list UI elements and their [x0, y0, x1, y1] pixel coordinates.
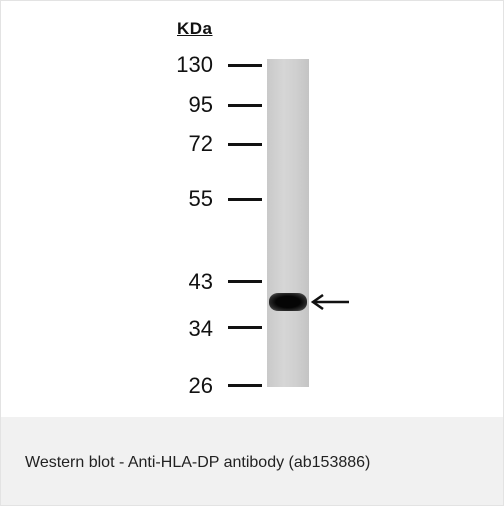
marker-tick-95 [228, 104, 262, 107]
marker-tick-43 [228, 280, 262, 283]
marker-tick-55 [228, 198, 262, 201]
caption-bar: Western blot - Anti-HLA-DP antibody (ab1… [1, 417, 503, 505]
western-blot-image: KDa 130 95 72 55 43 34 26 [1, 1, 503, 416]
unit-label: KDa [177, 19, 213, 38]
marker-label-72: 72 [188, 131, 213, 156]
protein-band [269, 293, 307, 311]
marker-label-43: 43 [188, 269, 213, 294]
marker-label-26: 26 [188, 373, 213, 398]
marker-tick-34 [228, 326, 262, 329]
marker-label-130: 130 [176, 52, 213, 77]
marker-label-95: 95 [188, 92, 213, 117]
figure-caption: Western blot - Anti-HLA-DP antibody (ab1… [25, 454, 371, 471]
left-arrow-icon [310, 294, 349, 310]
marker-tick-130 [228, 64, 262, 67]
marker-tick-26 [228, 384, 262, 387]
marker-label-34: 34 [188, 316, 213, 341]
marker-tick-72 [228, 143, 262, 146]
blot-lane [267, 59, 309, 387]
marker-label-55: 55 [188, 186, 213, 211]
